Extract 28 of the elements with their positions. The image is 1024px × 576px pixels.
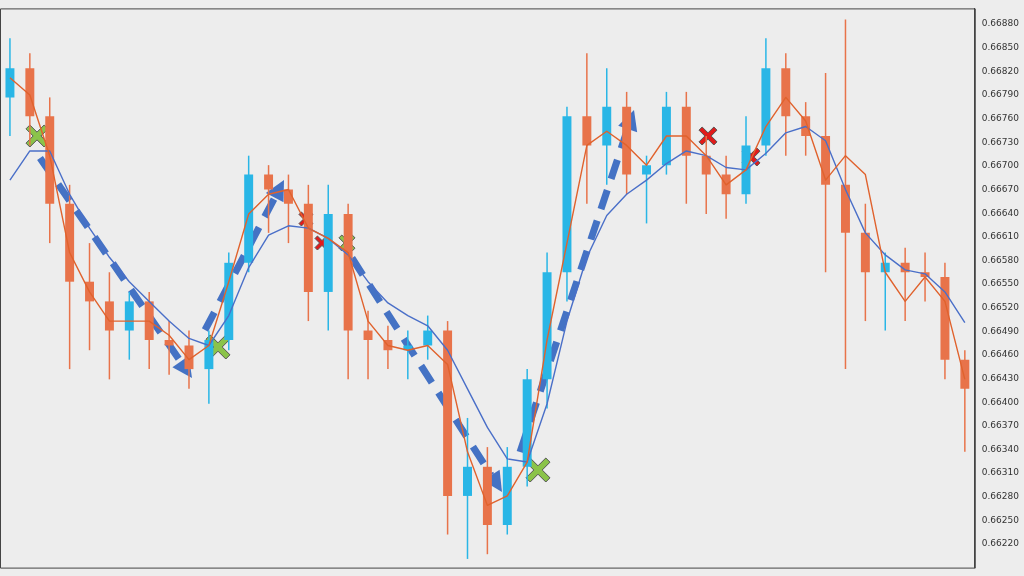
- candlestick: [642, 154, 652, 225]
- y-tick-label: 0.66700: [981, 160, 1020, 171]
- candlestick: [363, 310, 373, 381]
- y-tick-label: 0.66460: [981, 349, 1020, 360]
- y-tick-label: 0.66880: [981, 18, 1020, 29]
- y-tick-label: 0.66820: [981, 65, 1020, 76]
- y-tick-label: 0.66670: [981, 183, 1020, 194]
- y-tick-label: 0.66310: [981, 467, 1020, 478]
- y-tick-label: 0.66490: [981, 325, 1020, 336]
- y-tick-label: 0.66610: [981, 231, 1020, 242]
- y-tick-label: 0.66400: [981, 396, 1020, 407]
- y-tick-label: 0.66760: [981, 113, 1020, 124]
- candlestick: [423, 314, 433, 361]
- y-tick-label: 0.66730: [981, 136, 1020, 147]
- y-tick-label: 0.66580: [981, 254, 1020, 265]
- y-tick-label: 0.66520: [981, 302, 1020, 313]
- candlestick: [264, 164, 274, 234]
- y-tick-label: 0.66280: [981, 491, 1020, 502]
- y-tick-label: 0.66220: [981, 538, 1020, 549]
- y-tick-label: 0.66340: [981, 443, 1020, 454]
- y-tick-label: 0.66790: [981, 89, 1020, 100]
- y-tick-label: 0.66640: [981, 207, 1020, 218]
- y-tick-label: 0.66850: [981, 42, 1020, 53]
- candlestick: [701, 135, 711, 215]
- y-tick-label: 0.66430: [981, 372, 1020, 383]
- y-tick-label: 0.66550: [981, 278, 1020, 289]
- y-tick-label: 0.66250: [981, 514, 1020, 525]
- y-tick-label: 0.66370: [981, 420, 1020, 431]
